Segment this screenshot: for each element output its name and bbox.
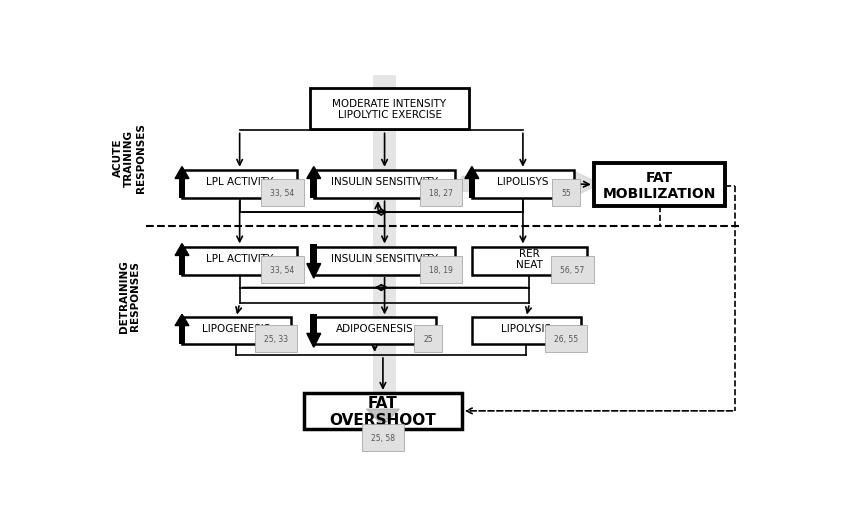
FancyBboxPatch shape xyxy=(314,318,435,344)
Text: LPL ACTIVITY: LPL ACTIVITY xyxy=(206,177,273,187)
Text: 55: 55 xyxy=(562,189,571,197)
Polygon shape xyxy=(175,167,189,179)
Text: 25, 58: 25, 58 xyxy=(371,433,395,442)
FancyBboxPatch shape xyxy=(314,247,456,275)
Bar xyxy=(310,244,317,264)
Text: LIPOLISYS: LIPOLISYS xyxy=(497,177,548,187)
FancyBboxPatch shape xyxy=(182,318,291,344)
FancyBboxPatch shape xyxy=(182,170,298,198)
Text: LPL ACTIVITY: LPL ACTIVITY xyxy=(206,254,273,264)
Text: INSULIN SENSITIVITY: INSULIN SENSITIVITY xyxy=(331,254,438,264)
Text: 33, 54: 33, 54 xyxy=(270,266,295,274)
Text: LIPOLYSIS: LIPOLYSIS xyxy=(502,324,552,333)
FancyBboxPatch shape xyxy=(472,170,574,198)
FancyBboxPatch shape xyxy=(472,318,581,344)
Text: RER
NEAT: RER NEAT xyxy=(516,248,543,270)
Bar xyxy=(468,179,475,198)
Text: 33, 54: 33, 54 xyxy=(270,189,295,197)
Polygon shape xyxy=(462,172,600,197)
Text: FAT
MOBILIZATION: FAT MOBILIZATION xyxy=(603,170,717,200)
Text: LIPOGENESIS: LIPOGENESIS xyxy=(202,324,270,333)
Text: ADIPOGENESIS: ADIPOGENESIS xyxy=(336,324,414,333)
FancyBboxPatch shape xyxy=(304,393,462,429)
Text: DETRAINING
RESPONSES: DETRAINING RESPONSES xyxy=(118,260,140,332)
Bar xyxy=(373,76,396,421)
Polygon shape xyxy=(175,244,189,256)
Polygon shape xyxy=(307,264,320,279)
Bar xyxy=(310,179,317,198)
Text: INSULIN SENSITIVITY: INSULIN SENSITIVITY xyxy=(331,177,438,187)
Text: 18, 19: 18, 19 xyxy=(429,266,453,274)
FancyBboxPatch shape xyxy=(593,164,725,207)
Text: ACUTE
TRAINING
RESPONSES: ACUTE TRAINING RESPONSES xyxy=(113,123,146,193)
Text: MODERATE INTENSITY
LIPOLYTIC EXERCISE: MODERATE INTENSITY LIPOLYTIC EXERCISE xyxy=(332,98,446,120)
Polygon shape xyxy=(307,167,320,179)
Bar xyxy=(178,326,185,344)
Text: 56, 57: 56, 57 xyxy=(560,266,585,274)
Polygon shape xyxy=(366,421,403,440)
FancyBboxPatch shape xyxy=(310,89,468,130)
Polygon shape xyxy=(175,315,189,326)
Bar xyxy=(310,315,317,334)
Text: 25: 25 xyxy=(423,334,433,343)
Polygon shape xyxy=(465,167,479,179)
Text: 26, 55: 26, 55 xyxy=(554,334,578,343)
Text: 25, 33: 25, 33 xyxy=(264,334,288,343)
Bar xyxy=(178,256,185,275)
FancyBboxPatch shape xyxy=(472,247,587,275)
Polygon shape xyxy=(307,334,320,347)
Text: FAT
OVERSHOOT: FAT OVERSHOOT xyxy=(330,395,436,427)
Polygon shape xyxy=(366,409,400,426)
Text: 18, 27: 18, 27 xyxy=(429,189,453,197)
FancyBboxPatch shape xyxy=(314,170,456,198)
FancyBboxPatch shape xyxy=(182,247,298,275)
Bar xyxy=(178,179,185,198)
